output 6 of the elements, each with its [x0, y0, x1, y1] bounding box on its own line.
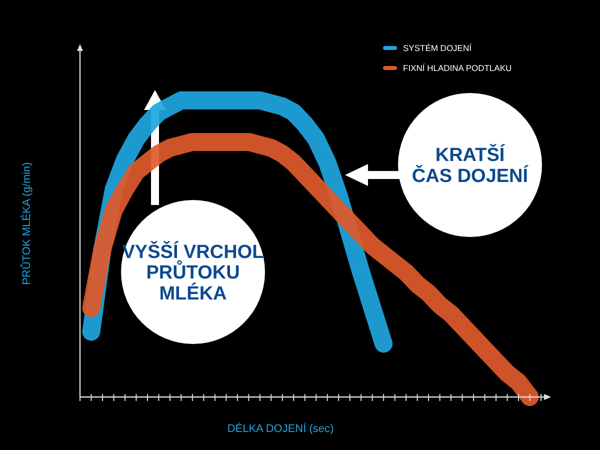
y-axis-title: PRŮTOK MLÉKA (g/min) [20, 162, 33, 285]
annotation: VYŠŠÍ VRCHOL PRŮTOKU MLÉKA [122, 240, 264, 305]
annotation: KRATŠÍ ČAS DOJENÍ [412, 143, 529, 188]
x-axis-title: DÉLKA DOJENÍ (sec) [227, 422, 334, 435]
legend-label: SYSTÉM DOJENÍ [403, 43, 472, 53]
legend-label: FIXNÍ HLADINA PODTLAKU [403, 63, 512, 73]
